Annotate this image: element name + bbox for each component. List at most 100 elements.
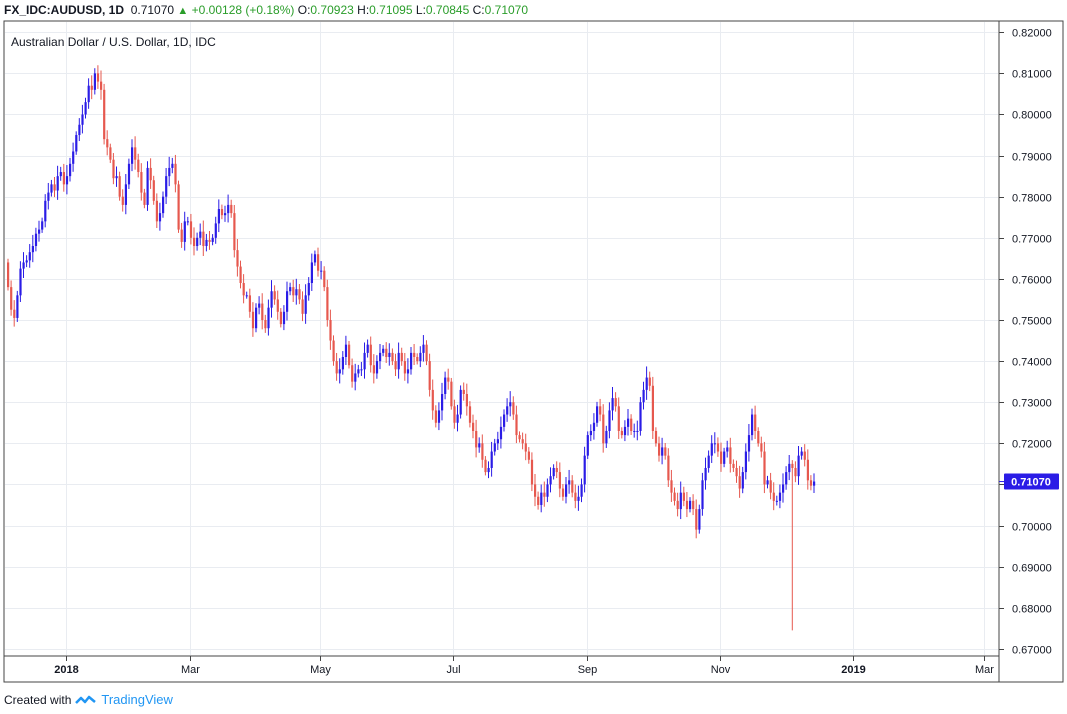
candle[interactable] — [273, 285, 276, 305]
candle[interactable] — [168, 156, 171, 187]
candle[interactable] — [636, 420, 639, 441]
candle[interactable] — [434, 405, 437, 428]
candle[interactable] — [444, 371, 447, 400]
candle[interactable] — [633, 423, 636, 438]
candle[interactable] — [282, 305, 286, 331]
candle[interactable] — [59, 166, 62, 181]
candle[interactable] — [317, 247, 320, 277]
candle[interactable] — [230, 199, 233, 218]
candle[interactable] — [307, 277, 310, 301]
candle[interactable] — [295, 278, 298, 305]
candle[interactable] — [7, 258, 10, 291]
candle[interactable] — [304, 284, 307, 324]
candle[interactable] — [509, 391, 512, 417]
candle[interactable] — [592, 413, 596, 440]
candle[interactable] — [679, 481, 682, 520]
candle[interactable] — [689, 497, 692, 513]
candle[interactable] — [599, 398, 602, 422]
candle[interactable] — [568, 469, 571, 494]
candle[interactable] — [555, 461, 558, 479]
candle[interactable] — [131, 139, 134, 172]
candle[interactable] — [552, 464, 555, 480]
candle[interactable] — [410, 346, 413, 375]
candles[interactable] — [7, 65, 816, 631]
candle[interactable] — [447, 368, 450, 390]
candle[interactable] — [487, 461, 490, 479]
candle[interactable] — [379, 344, 382, 370]
candle[interactable] — [493, 438, 496, 456]
candle[interactable] — [180, 222, 183, 248]
candle[interactable] — [351, 358, 354, 388]
candle[interactable] — [38, 220, 41, 242]
candle[interactable] — [726, 440, 729, 458]
candle[interactable] — [524, 433, 527, 461]
candle[interactable] — [341, 351, 344, 375]
candle[interactable] — [667, 448, 670, 487]
candle[interactable] — [323, 266, 326, 292]
candle[interactable] — [586, 431, 589, 459]
candle[interactable] — [227, 194, 230, 223]
candle[interactable] — [96, 65, 100, 89]
candle[interactable] — [65, 165, 69, 195]
candle[interactable] — [267, 299, 270, 336]
candle[interactable] — [248, 288, 251, 318]
candle[interactable] — [208, 230, 211, 250]
candle[interactable] — [143, 188, 146, 209]
candle[interactable] — [465, 383, 468, 416]
candle[interactable] — [472, 414, 475, 439]
candle[interactable] — [406, 358, 410, 384]
candle[interactable] — [202, 220, 205, 257]
candle[interactable] — [137, 153, 140, 178]
candle[interactable] — [794, 461, 797, 483]
candle[interactable] — [419, 346, 422, 368]
candle[interactable] — [788, 454, 791, 481]
candle[interactable] — [224, 205, 227, 222]
candle[interactable] — [388, 343, 391, 366]
candle[interactable] — [772, 482, 775, 511]
candle[interactable] — [602, 404, 605, 453]
candle[interactable] — [354, 363, 357, 391]
candle[interactable] — [630, 414, 633, 435]
candle[interactable] — [22, 252, 25, 278]
candlestick-chart[interactable]: 0.670000.680000.690000.700000.710000.720… — [0, 0, 1067, 690]
candle[interactable] — [121, 189, 124, 212]
candle[interactable] — [664, 442, 667, 460]
tradingview-brand[interactable]: TradingView — [101, 692, 173, 707]
candle[interactable] — [499, 416, 503, 449]
candle[interactable] — [236, 239, 239, 277]
candle[interactable] — [47, 182, 50, 210]
candle[interactable] — [75, 131, 78, 155]
candle[interactable] — [199, 223, 202, 246]
candle[interactable] — [468, 401, 472, 428]
candle[interactable] — [710, 435, 713, 463]
candle[interactable] — [177, 180, 180, 233]
candle[interactable] — [34, 227, 38, 252]
candle[interactable] — [549, 467, 552, 493]
candle[interactable] — [617, 397, 620, 439]
candle[interactable] — [806, 449, 809, 490]
candle[interactable] — [645, 366, 648, 400]
candle[interactable] — [41, 217, 44, 233]
candle[interactable] — [589, 424, 592, 442]
candle[interactable] — [496, 431, 499, 450]
candle[interactable] — [183, 211, 186, 251]
candle[interactable] — [81, 104, 84, 134]
candle[interactable] — [152, 175, 155, 205]
candle[interactable] — [713, 432, 716, 454]
candle[interactable] — [233, 204, 236, 258]
candle[interactable] — [53, 176, 56, 198]
candle[interactable] — [239, 260, 242, 289]
candle[interactable] — [580, 478, 583, 503]
candle[interactable] — [348, 340, 351, 369]
candle[interactable] — [403, 352, 406, 381]
candle[interactable] — [149, 158, 152, 189]
candle[interactable] — [171, 157, 174, 174]
candle[interactable] — [512, 396, 515, 420]
candle[interactable] — [515, 405, 518, 444]
candle[interactable] — [738, 465, 741, 498]
candle[interactable] — [685, 491, 689, 518]
candle[interactable] — [565, 477, 568, 504]
candle[interactable] — [394, 353, 397, 376]
candle[interactable] — [84, 97, 87, 119]
candle[interactable] — [577, 485, 580, 511]
